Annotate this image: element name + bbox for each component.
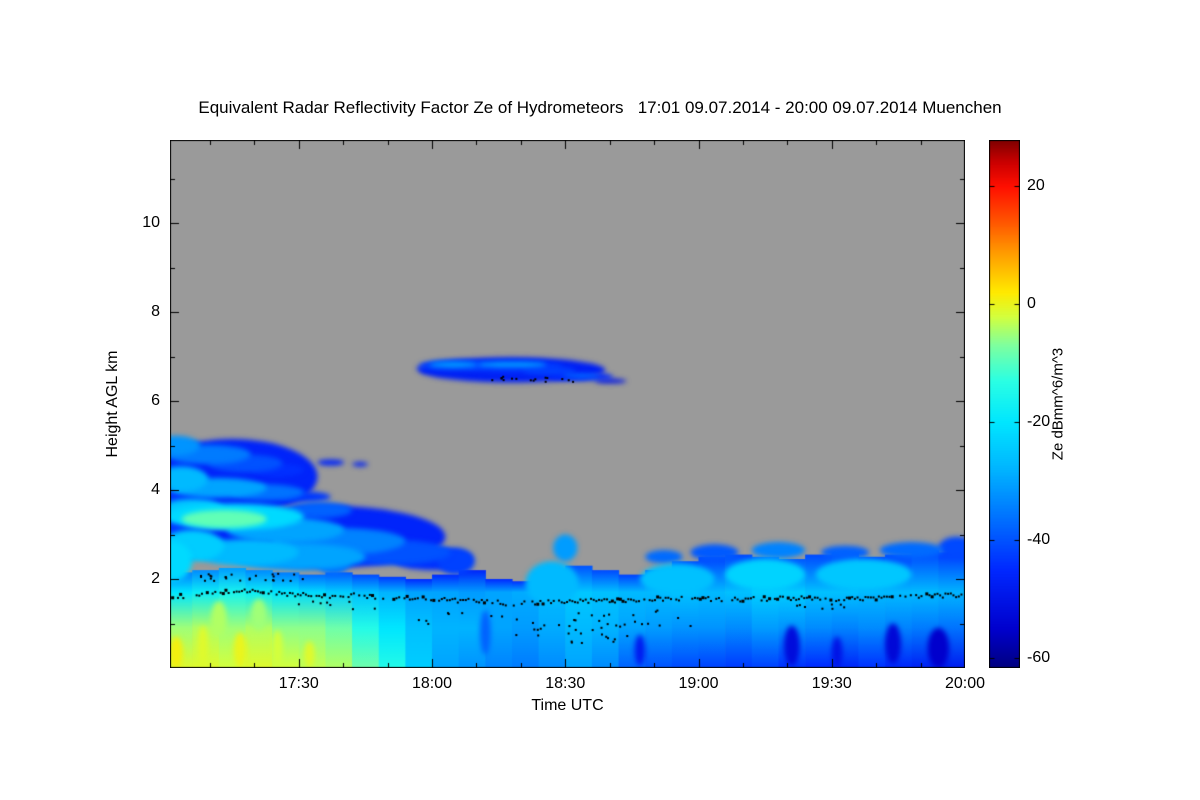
colorbar-label: Ze dBmm^6/m^3 — [1049, 347, 1067, 461]
colorbar-tick-label--40: -40 — [1027, 531, 1051, 549]
colorbar-tick-label--60: -60 — [1027, 649, 1051, 667]
x-tick-label-2000: 20:00 — [944, 675, 986, 692]
x-axis-label: Time UTC — [531, 697, 604, 714]
x-tick-label-1930: 19:30 — [811, 675, 852, 692]
colorbar-tick-label-20: 20 — [1027, 177, 1045, 195]
x-tick-label-1800: 18:00 — [412, 675, 453, 692]
x-tick-labels: 17:30 18:00 18:30 19:00 19:30 20:00 — [170, 675, 985, 693]
x-tick-label-1830: 18:30 — [545, 675, 586, 692]
y-tick-label-6: 6 — [151, 392, 160, 410]
y-tick-label-2: 2 — [151, 570, 160, 588]
y-tick-labels: 2 4 6 8 10 — [112, 140, 160, 668]
y-tick-label-10: 10 — [142, 214, 160, 232]
colorbar-tick-label--20: -20 — [1027, 413, 1051, 431]
heatmap-canvas — [170, 140, 965, 668]
y-tick-label-4: 4 — [151, 481, 160, 499]
x-tick-label-1730: 17:30 — [278, 675, 319, 692]
chart-title: Equivalent Radar Reflectivity Factor Ze … — [198, 98, 1002, 117]
y-tick-label-8: 8 — [151, 303, 160, 321]
colorbar-tick-label-0: 0 — [1027, 295, 1036, 313]
plot-area — [170, 140, 965, 668]
x-tick-label-1900: 19:00 — [678, 675, 719, 692]
colorbar-canvas — [989, 140, 1020, 668]
colorbar-tick-labels: 20 0 -20 -40 -60 — [1027, 140, 1087, 668]
